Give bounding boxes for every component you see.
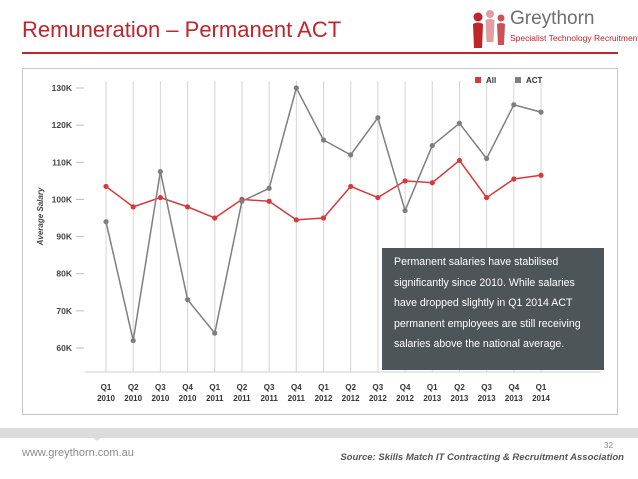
data-point-act bbox=[484, 155, 490, 162]
data-point-all bbox=[429, 180, 435, 186]
website-link[interactable]: www.greythorn.com.au bbox=[22, 447, 134, 459]
y-tick-label: 130K bbox=[52, 83, 73, 93]
data-point-act bbox=[184, 297, 191, 303]
data-point-all bbox=[484, 194, 490, 201]
data-point-act bbox=[511, 102, 517, 108]
x-tick-label-year: 2013 bbox=[505, 394, 523, 403]
data-point-all bbox=[184, 204, 191, 210]
data-point-all bbox=[266, 198, 272, 204]
data-point-all bbox=[293, 217, 299, 223]
data-point-all bbox=[320, 215, 327, 221]
legend-swatch-all bbox=[475, 77, 481, 83]
data-point-act bbox=[320, 137, 327, 143]
x-tick-label-year: 2013 bbox=[478, 394, 496, 403]
x-tick-label-year: 2010 bbox=[179, 394, 197, 403]
data-point-all bbox=[212, 215, 218, 221]
x-tick-label-quarter: Q4 bbox=[508, 383, 519, 392]
data-point-all bbox=[103, 183, 109, 190]
x-tick-label-year: 2012 bbox=[342, 394, 360, 403]
x-tick-label-quarter: Q1 bbox=[536, 383, 547, 392]
legend-label-act: ACT bbox=[526, 76, 543, 85]
people-logo-icon bbox=[473, 10, 505, 48]
data-point-all bbox=[375, 194, 381, 201]
y-tick-label: 90K bbox=[56, 232, 72, 242]
data-point-all bbox=[538, 172, 544, 178]
data-point-all bbox=[348, 183, 354, 190]
x-tick-label-year: 2011 bbox=[206, 394, 224, 403]
x-tick-label-year: 2012 bbox=[369, 394, 387, 403]
data-point-act bbox=[429, 142, 435, 149]
x-tick-label-year: 2010 bbox=[151, 394, 169, 403]
data-point-act bbox=[456, 120, 463, 126]
x-tick-label-quarter: Q2 bbox=[237, 383, 248, 392]
data-point-act bbox=[239, 198, 245, 204]
x-tick-label-quarter: Q4 bbox=[400, 383, 411, 392]
data-point-act bbox=[157, 168, 163, 175]
x-tick-label-year: 2010 bbox=[124, 394, 142, 403]
legend-label-all: All bbox=[486, 76, 496, 85]
y-tick-label: 100K bbox=[52, 194, 73, 204]
annotation-box: Permanent salaries have stabilised signi… bbox=[382, 248, 604, 370]
data-point-act bbox=[130, 337, 136, 344]
x-tick-label-quarter: Q4 bbox=[291, 383, 302, 392]
x-tick-label-quarter: Q1 bbox=[427, 383, 438, 392]
x-tick-label-quarter: Q1 bbox=[209, 383, 220, 392]
y-axis-label: Average Salary bbox=[36, 187, 45, 246]
x-tick-label-year: 2012 bbox=[396, 394, 414, 403]
x-tick-label-quarter: Q3 bbox=[481, 383, 492, 392]
x-tick-label-year: 2012 bbox=[315, 394, 333, 403]
salary-line-chart: 60K 70K 80K 90K 100K 110K 120K 130K Average Sala… bbox=[22, 68, 618, 415]
x-tick-label-quarter: Q3 bbox=[373, 383, 384, 392]
slide-title: Remuneration – Permanent ACT bbox=[22, 17, 342, 42]
x-tick-label-year: 2010 bbox=[97, 394, 115, 403]
x-tick-label-year: 2014 bbox=[532, 394, 550, 403]
y-tick-label: 80K bbox=[56, 269, 72, 279]
data-point-all bbox=[130, 204, 136, 210]
data-point-act bbox=[293, 85, 299, 91]
x-tick-label-year: 2011 bbox=[233, 394, 251, 403]
data-point-act bbox=[266, 185, 272, 191]
data-point-act bbox=[103, 219, 109, 225]
page-number: 32 bbox=[604, 441, 613, 450]
data-point-all bbox=[157, 194, 163, 201]
data-point-all bbox=[511, 176, 517, 182]
data-point-act bbox=[402, 207, 408, 214]
y-tick-label: 110K bbox=[52, 157, 73, 167]
x-tick-label-quarter: Q2 bbox=[345, 383, 356, 392]
footer-notch bbox=[86, 432, 108, 441]
source-note: Source: Skills Match IT Contracting & Re… bbox=[340, 452, 624, 463]
footer-band bbox=[0, 428, 638, 438]
x-tick-label-quarter: Q3 bbox=[155, 383, 166, 392]
legend-swatch-act bbox=[515, 77, 521, 83]
x-tick-label-year: 2011 bbox=[260, 394, 278, 403]
logo-name: Greythorn bbox=[510, 8, 595, 29]
chart-canvas: 60K 70K 80K 90K 100K 110K 120K 130K Average Sala… bbox=[36, 76, 601, 403]
x-tick-label-quarter: Q2 bbox=[454, 383, 465, 392]
data-point-all bbox=[402, 178, 408, 184]
logo-tagline: Specialist Technology Recruitment bbox=[510, 33, 638, 43]
x-tick-label-year: 2011 bbox=[288, 394, 306, 403]
data-point-act bbox=[348, 152, 354, 158]
x-tick-label-year: 2013 bbox=[451, 394, 469, 403]
y-tick-label: 60K bbox=[56, 343, 72, 353]
data-point-all bbox=[456, 157, 463, 164]
x-tick-label-quarter: Q2 bbox=[128, 383, 139, 392]
y-tick-label: 70K bbox=[56, 306, 72, 316]
x-tick-label-quarter: Q1 bbox=[101, 383, 112, 392]
y-tick-label: 120K bbox=[52, 120, 73, 130]
x-tick-label-quarter: Q4 bbox=[182, 383, 193, 392]
data-point-act bbox=[375, 115, 381, 121]
greythorn-logo: Greythorn Specialist Technology Recruitm… bbox=[470, 8, 638, 54]
data-point-act bbox=[212, 330, 218, 336]
data-point-act bbox=[538, 109, 544, 115]
x-tick-label-quarter: Q3 bbox=[264, 383, 275, 392]
x-tick-label-quarter: Q1 bbox=[318, 383, 329, 392]
x-tick-label-year: 2013 bbox=[423, 394, 441, 403]
title-rule bbox=[22, 52, 618, 54]
